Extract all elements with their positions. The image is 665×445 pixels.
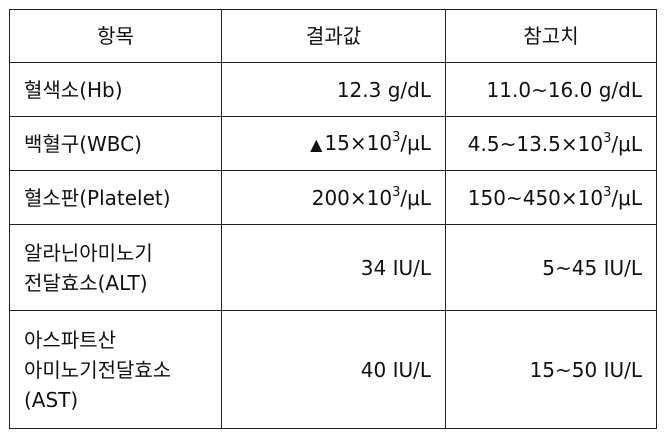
item-name-line: (AST) xyxy=(24,387,79,412)
item-cell: 아스파트산 아미노기전달효소 (AST) xyxy=(9,310,222,429)
result-value: 15×10 xyxy=(324,130,393,155)
item-name-line: 혈소판(Platelet) xyxy=(24,185,171,210)
reference-value: 4.5~13.5×10 xyxy=(467,131,604,156)
header-item: 항목 xyxy=(9,9,222,63)
reference-value: 5~45 IU/L xyxy=(542,255,642,280)
result-cell: ▲ 15×103/μL xyxy=(221,116,446,171)
item-cell: 백혈구(WBC) xyxy=(9,116,222,171)
table-row-wbc: 백혈구(WBC) ▲ 15×103/μL 4.5~13.5×103/μL xyxy=(9,116,657,171)
result-cell: 40 IU/L xyxy=(221,310,446,429)
item-name-line: 전달효소(ALT) xyxy=(24,270,148,295)
reference-cell: 15~50 IU/L xyxy=(445,310,657,429)
table-row-hemoglobin: 혈색소(Hb) 12.3 g/dL 11.0~16.0 g/dL xyxy=(9,62,657,117)
reference-cell: 5~45 IU/L xyxy=(445,224,657,311)
reference-exponent: 3 xyxy=(603,184,612,200)
table-header-row: 항목 결과값 참고치 xyxy=(9,9,657,63)
result-exponent: 3 xyxy=(392,129,401,145)
item-cell: 알라닌아미노기 전달효소(ALT) xyxy=(9,224,222,311)
reference-cell: 4.5~13.5×103/μL xyxy=(445,116,657,171)
item-name-line: 혈색소(Hb) xyxy=(24,77,123,102)
reference-cell: 11.0~16.0 g/dL xyxy=(445,62,657,117)
table-row-platelet: 혈소판(Platelet) 200×103/μL 150~450×103/μL xyxy=(9,170,657,225)
result-value: 12.3 g/dL xyxy=(336,77,431,102)
item-name-line: 아미노기전달효소 xyxy=(24,357,172,382)
item-cell: 혈색소(Hb) xyxy=(9,62,222,117)
reference-unit: /μL xyxy=(611,131,642,156)
result-cell: 34 IU/L xyxy=(221,224,446,311)
reference-value: 150~450×10 xyxy=(467,185,604,210)
reference-unit: /μL xyxy=(611,185,642,210)
reference-value: 11.0~16.0 g/dL xyxy=(486,77,642,102)
high-flag-triangle-icon: ▲ xyxy=(310,134,323,154)
result-value: 200×10 xyxy=(311,185,393,210)
result-unit: /μL xyxy=(400,185,431,210)
result-value: 34 IU/L xyxy=(360,255,431,280)
table-row-alt: 알라닌아미노기 전달효소(ALT) 34 IU/L 5~45 IU/L xyxy=(9,224,657,311)
lab-results-table: 항목 결과값 참고치 혈색소(Hb) 12.3 g/dL 11.0~16.0 g… xyxy=(9,9,657,429)
result-exponent: 3 xyxy=(392,184,401,200)
result-cell: 12.3 g/dL xyxy=(221,62,446,117)
reference-exponent: 3 xyxy=(603,130,612,146)
reference-cell: 150~450×103/μL xyxy=(445,170,657,225)
table-row-ast: 아스파트산 아미노기전달효소 (AST) 40 IU/L 15~50 IU/L xyxy=(9,310,657,429)
reference-value: 15~50 IU/L xyxy=(529,357,642,382)
header-result: 결과값 xyxy=(221,9,446,63)
result-unit: /μL xyxy=(400,130,431,155)
item-name-line: 알라닌아미노기 xyxy=(24,240,153,265)
item-name-line: 아스파트산 xyxy=(24,327,116,352)
result-cell: 200×103/μL xyxy=(221,170,446,225)
header-reference: 참고치 xyxy=(445,9,657,63)
item-name-line: 백혈구(WBC) xyxy=(24,131,142,156)
result-value: 40 IU/L xyxy=(360,357,431,382)
item-cell: 혈소판(Platelet) xyxy=(9,170,222,225)
